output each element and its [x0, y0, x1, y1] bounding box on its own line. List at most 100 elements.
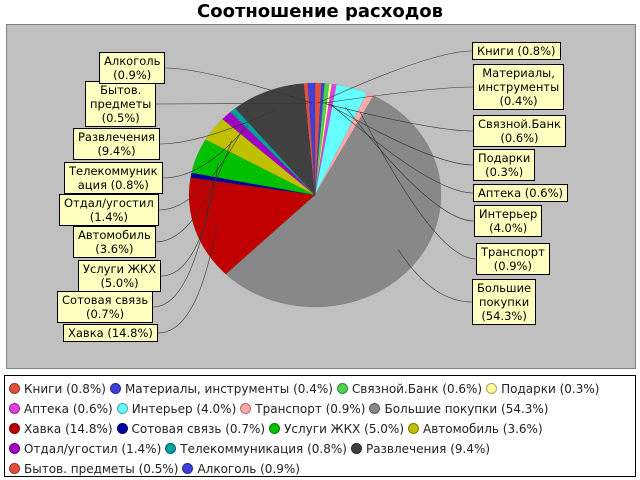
callout-line: Большие — [477, 281, 532, 295]
legend-item: Хавка (14.8%) — [9, 419, 113, 439]
callout-line: (0.7%) — [85, 307, 125, 321]
callout-line: Алкоголь — [104, 54, 161, 68]
leader-line — [162, 125, 248, 179]
callout-line: Транспорт — [481, 245, 545, 259]
pie-slice — [188, 177, 316, 275]
callout-line: (0.5%) — [101, 111, 140, 125]
legend-label: Автомобиль (3.6%) — [423, 422, 543, 436]
pie-slice — [303, 82, 316, 196]
legend-item: Книги (0.8%) — [9, 379, 106, 399]
legend: Книги (0.8%) Материалы, инструменты (0.4%… — [4, 375, 636, 477]
callout-line: Материалы, — [482, 66, 555, 80]
legend-item: Алкоголь (0.9%) — [182, 459, 300, 479]
callout-line: (0.4%) — [499, 94, 538, 108]
pie-slice — [230, 107, 316, 196]
pie-slice — [191, 139, 316, 196]
legend-item: Подарки (0.3%) — [486, 379, 599, 399]
leader-line — [160, 162, 219, 277]
slice-callout: Интерьер (4.0%) — [474, 205, 543, 237]
slice-callout: Транспорт (0.9%) — [476, 243, 550, 275]
legend-swatch — [486, 383, 498, 394]
leader-line — [152, 178, 214, 308]
leader-line — [327, 103, 474, 166]
pie-slice — [222, 111, 316, 196]
legend-label: Хавка (14.8%) — [24, 422, 113, 436]
pie-slice — [225, 95, 442, 308]
legend-item: Услуги ЖКХ (5.0%) — [269, 419, 404, 439]
callout-line: покупки — [478, 295, 530, 309]
pie-slice — [314, 83, 337, 196]
legend-label: Подарки (0.3%) — [501, 382, 600, 396]
pie-slice — [205, 118, 316, 196]
slice-callout: Бытов. предметы (0.5%) — [85, 81, 157, 127]
legend-item: Транспорт (0.9%) — [240, 399, 365, 419]
legend-label: Книги (0.8%) — [24, 382, 106, 396]
legend-swatch — [350, 443, 362, 454]
leader-line — [330, 103, 474, 194]
callout-line: Развлечения — [78, 130, 156, 144]
legend-swatch — [369, 403, 381, 414]
slice-callout: Связной.Банк (0.6%) — [473, 115, 566, 147]
slice-callout: Сотовая связь (0.7%) — [57, 291, 154, 323]
legend-label: Интерьер (4.0%) — [131, 402, 237, 416]
slice-callout: Аптека (0.6%) — [473, 184, 568, 202]
legend-swatch — [9, 423, 20, 434]
legend-item: Отдал/угостил (1.4%) — [9, 439, 161, 459]
callout-line: Услуги ЖКХ — [83, 262, 157, 276]
legend-label: Услуги ЖКХ (5.0%) — [284, 422, 405, 436]
callout-line: Хавка (14.8%) — [68, 326, 153, 340]
legend-item: Сотовая связь (0.7%) — [116, 419, 265, 439]
legend-label: Алкоголь (0.9%) — [197, 462, 300, 476]
callout-line: (0.3%) — [485, 165, 524, 179]
legend-swatch — [165, 443, 177, 454]
leader-line — [155, 140, 232, 243]
pie-chart — [152, 50, 477, 334]
slice-callout: Книги (0.8%) — [472, 42, 561, 60]
legend-swatch — [182, 463, 194, 474]
legend-item: Автомобиль (3.6%) — [408, 419, 543, 439]
plot-area: Книги (0.8%) Материалы, инструменты (0.4%) С… — [6, 24, 636, 369]
pie-slice — [190, 172, 316, 196]
slice-callout: Большие покупки (54.3%) — [472, 279, 537, 325]
callout-line: (0.9%) — [493, 259, 532, 273]
leader-line — [158, 129, 243, 211]
legend-row: Аптека (0.6%) Интерьер (4.0%) Транспорт (0… — [9, 399, 635, 419]
pie-slice — [314, 82, 322, 196]
leader-line — [164, 67, 313, 104]
callout-line: (9.4%) — [97, 144, 136, 158]
legend-swatch — [9, 403, 20, 414]
slice-callout: Хавка (14.8%) — [63, 324, 158, 342]
legend-swatch — [9, 463, 20, 474]
legend-swatch — [9, 383, 20, 394]
legend-item: Интерьер (4.0%) — [116, 399, 237, 419]
callout-line: Бытов. — [100, 83, 142, 97]
callout-line: инструменты — [478, 80, 560, 94]
legend-item: Бытов. предметы (0.5%) — [9, 459, 178, 479]
callout-line: (54.3%) — [481, 309, 527, 323]
legend-row: Книги (0.8%) Материалы, инструменты (0.4%… — [9, 379, 635, 399]
callout-line: Сотовая связь — [62, 293, 149, 307]
leader-line — [157, 223, 218, 334]
callout-line: Интерьер — [479, 207, 538, 221]
legend-label: Бытов. предметы (0.5%) — [24, 462, 179, 476]
legend-item: Связной.Банк (0.6%) — [336, 379, 482, 399]
legend-swatch — [109, 383, 121, 394]
slice-callout: Телекоммуник ация (0.8%) — [64, 162, 163, 194]
legend-label: Аптека (0.6%) — [24, 402, 113, 416]
leader-line — [155, 103, 308, 105]
pie-slice — [314, 92, 374, 196]
slice-callout: Развлечения (9.4%) — [73, 128, 161, 160]
legend-swatch — [408, 423, 420, 434]
leader-line — [317, 50, 473, 104]
leader-line — [360, 112, 477, 260]
legend-item: Большие покупки (54.3%) — [369, 399, 549, 419]
slice-callout: Материалы, инструменты (0.4%) — [473, 64, 565, 110]
slice-callout: Услуги ЖКХ (5.0%) — [78, 260, 162, 292]
legend-label: Отдал/угостил (1.4%) — [24, 442, 162, 456]
leader-line — [324, 103, 474, 132]
callout-line: Автомобиль — [78, 228, 151, 242]
legend-row: Отдал/угостил (1.4%) Телекоммуникация (0.… — [9, 439, 635, 459]
legend-item: Аптека (0.6%) — [9, 399, 113, 419]
callout-line: (3.6%) — [95, 242, 134, 256]
callout-line: (0.6%) — [500, 131, 539, 145]
